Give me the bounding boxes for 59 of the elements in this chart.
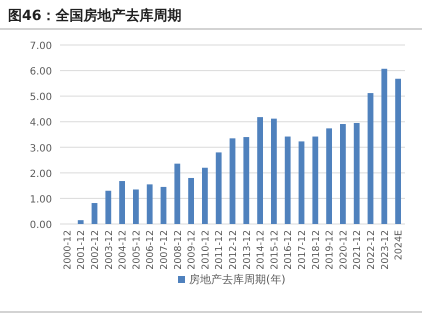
bar: [216, 152, 222, 224]
x-tick-label: 2016-12: [283, 230, 294, 270]
y-tick-label: 7.00: [30, 41, 52, 52]
x-tick-label: 2021-12: [352, 230, 364, 270]
bar: [354, 122, 360, 224]
x-tick-label: 2018-12: [310, 230, 322, 270]
chart-title: 图46：全国房地产去库周期: [8, 7, 182, 24]
legend-label: 房地产去库周期(年): [189, 273, 286, 286]
bar: [312, 136, 318, 224]
bar: [368, 93, 374, 224]
bar: [119, 181, 125, 224]
bar: [230, 138, 236, 224]
x-tick-label: 2003-12: [104, 230, 115, 270]
y-tick-label: 2.00: [30, 168, 52, 180]
bar: [105, 190, 112, 224]
x-tick-label: 2005-12: [131, 230, 142, 270]
y-tick-label: 6.00: [30, 66, 52, 78]
x-tick-label: 2009-12: [186, 230, 198, 270]
x-tick-label: 2017-12: [297, 230, 308, 270]
x-tick-label: 2022-12: [366, 230, 377, 270]
x-tick-label: 2007-12: [159, 230, 170, 270]
y-tick-label: 0.00: [30, 220, 52, 231]
bar: [298, 141, 304, 224]
bar: [146, 184, 153, 224]
bar: [202, 168, 208, 224]
x-tick-label: 2004-12: [118, 230, 129, 270]
x-tick-label: 2013-12: [242, 230, 253, 270]
x-tick-label: 2000-12: [62, 230, 74, 270]
x-tick-label: 2010-12: [200, 230, 212, 270]
y-tick-label: 5.00: [30, 92, 52, 104]
x-tick-label: 2001-12: [76, 230, 88, 270]
bar: [133, 189, 139, 224]
x-tick-label: 2002-12: [90, 230, 101, 270]
x-tick-label: 2015-12: [269, 230, 280, 270]
y-tick-label: 3.00: [30, 143, 52, 154]
bar: [174, 164, 180, 224]
y-tick-label: 1.00: [30, 194, 52, 206]
x-tick-label: 2024E: [394, 230, 405, 260]
x-tick-label: 2011-12: [214, 230, 226, 270]
x-tick-label: 2023-12: [380, 230, 391, 270]
bar: [326, 128, 332, 224]
x-tick-label: 2012-12: [228, 230, 239, 270]
bar: [78, 220, 84, 224]
bar: [284, 136, 291, 224]
bar: [188, 178, 194, 224]
bar: [257, 117, 263, 224]
bar: [381, 68, 388, 224]
bar: [395, 78, 401, 224]
bar: [92, 203, 98, 224]
x-tick-label: 2014-12: [256, 230, 267, 270]
bar: [243, 137, 250, 224]
bar: [271, 118, 277, 224]
x-tick-label: 2020-12: [338, 230, 350, 270]
bar: [160, 186, 166, 224]
y-tick-label: 4.00: [30, 118, 52, 129]
x-tick-label: 2008-12: [172, 230, 184, 270]
bar: [340, 124, 346, 224]
x-tick-label: 2006-12: [145, 230, 156, 270]
x-tick-label: 2019-12: [324, 230, 336, 270]
